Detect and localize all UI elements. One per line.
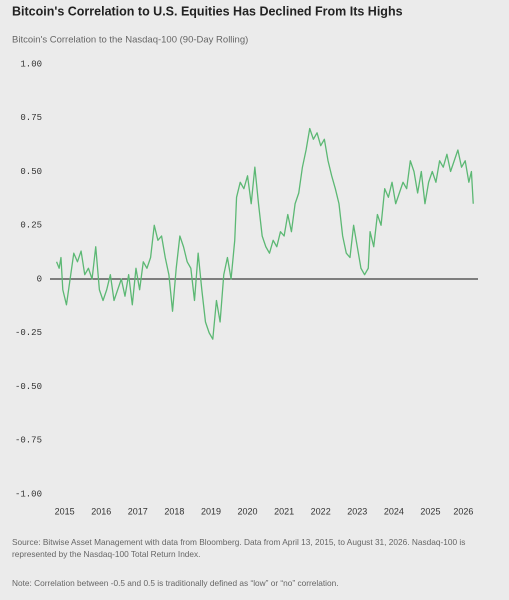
x-tick-label: 2019 xyxy=(201,506,221,516)
note: Note: Correlation between -0.5 and 0.5 i… xyxy=(12,578,339,588)
y-tick-label: 1.00 xyxy=(20,59,42,69)
line-series xyxy=(55,127,474,340)
x-tick-label: 2023 xyxy=(347,506,367,516)
x-tick-label: 2021 xyxy=(274,506,294,516)
source: Source: Bitwise Asset Management with da… xyxy=(12,537,466,559)
y-tick-label: -0.25 xyxy=(15,328,42,338)
y-tick-label: -0.50 xyxy=(15,382,42,392)
chart-title: Bitcoin's Correlation to U.S. Equities H… xyxy=(12,4,403,18)
x-tick-label: 2026 xyxy=(453,506,473,516)
y-tick-label: -1.00 xyxy=(15,489,42,499)
chart: Bitcoin's Correlation to U.S. Equities H… xyxy=(12,4,478,516)
y-tick-label: 0.25 xyxy=(20,221,42,231)
y-tick-label: 0 xyxy=(37,274,42,284)
x-tick-label: 2018 xyxy=(164,506,184,516)
x-tick-label: 2024 xyxy=(384,506,404,516)
chart-subtitle: Bitcoin's Correlation to the Nasdaq-100 … xyxy=(12,35,248,46)
x-tick-label: 2017 xyxy=(128,506,148,516)
y-tick-label: 0.50 xyxy=(20,167,42,177)
x-tick-label: 2022 xyxy=(311,506,331,516)
y-tick-label: -0.75 xyxy=(15,436,42,446)
x-tick-label: 2016 xyxy=(91,506,111,516)
y-tick-label: 0.75 xyxy=(20,113,42,123)
x-tick-label: 2015 xyxy=(55,506,75,516)
x-tick-label: 2025 xyxy=(420,506,440,516)
x-tick-label: 2020 xyxy=(238,506,258,516)
